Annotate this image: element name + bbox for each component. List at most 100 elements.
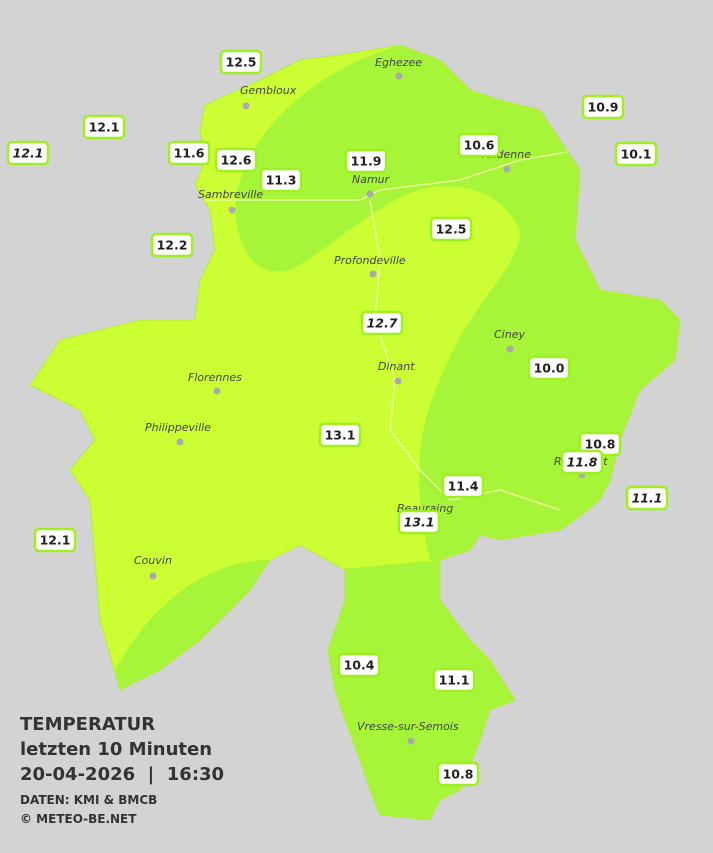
station-value: 12.5 (226, 55, 257, 70)
station-box (527, 355, 571, 381)
station-value: 10.1 (621, 147, 652, 162)
station: 12.1 (82, 114, 126, 140)
station-box (337, 652, 381, 678)
station: 13.1 (318, 422, 362, 448)
city-label: Namur (352, 173, 391, 186)
station-box (614, 141, 658, 167)
station-value: 11.3 (266, 173, 297, 188)
station-value: 13.1 (404, 515, 435, 530)
station-box (441, 473, 485, 499)
station-value: 10.0 (534, 361, 565, 376)
station-box (429, 216, 473, 242)
city-dot (506, 345, 514, 353)
station-box (150, 232, 194, 258)
station: 11.4 (441, 473, 485, 499)
city-dot (366, 190, 374, 198)
station-box (318, 422, 362, 448)
station: 12.5 (219, 49, 263, 75)
station-value: 11.9 (351, 154, 382, 169)
city-dot (213, 387, 221, 395)
station: 12.2 (150, 232, 194, 258)
city-dot (407, 737, 415, 745)
station-box (560, 449, 604, 475)
title: letzten 10 Minuten (20, 739, 212, 760)
title: 20-04-2026 | 16:30 (20, 764, 224, 785)
city-dot (369, 270, 377, 278)
station: 13.1 (397, 509, 441, 535)
river (200, 149, 581, 201)
city-label: Philippeville (145, 421, 211, 434)
station-box (33, 527, 77, 553)
station-value: 10.4 (344, 658, 375, 673)
station: 12.6 (214, 147, 258, 173)
credit: © METEO-BE.NET (20, 812, 137, 826)
city-label: Sambreville (198, 188, 263, 201)
city-dot (242, 102, 250, 110)
station-box (219, 49, 263, 75)
station-value: 10.8 (585, 437, 616, 452)
city-dot (176, 438, 184, 446)
station-box (625, 485, 669, 511)
station-value: 12.1 (89, 120, 120, 135)
station-box (167, 140, 211, 166)
station: 12.5 (429, 216, 473, 242)
station-box (436, 761, 480, 787)
station-box (457, 132, 501, 158)
title: TEMPERATUR (20, 714, 155, 735)
station: 10.8 (436, 761, 480, 787)
station: 11.8 (560, 449, 604, 475)
station-value: 11.1 (632, 491, 663, 506)
station: 11.1 (625, 485, 669, 511)
station: 10.0 (527, 355, 571, 381)
city-dot (394, 377, 402, 385)
station-box (432, 667, 476, 693)
city-dot (149, 572, 157, 580)
station-box (344, 148, 388, 174)
station-box (259, 167, 303, 193)
city-label: Gembloux (240, 84, 297, 97)
city-dot (228, 206, 236, 214)
city-label: Profondeville (334, 254, 406, 267)
station: 10.4 (337, 652, 381, 678)
station-value: 11.6 (174, 146, 205, 161)
station: 12.7 (360, 310, 404, 336)
station-value: 10.8 (443, 767, 474, 782)
station-value: 12.2 (157, 238, 188, 253)
credit: DATEN: KMI & BMCB (20, 793, 157, 807)
station: 10.1 (614, 141, 658, 167)
station-value: 11.8 (567, 455, 598, 470)
city-label: Vresse-sur-Semois (357, 720, 459, 733)
station: 11.1 (432, 667, 476, 693)
city-label: Eghezee (375, 56, 422, 69)
legend: TEMPERATUR letzten 10 Minuten 20-04-2026… (20, 714, 224, 826)
station-value: 11.4 (448, 479, 479, 494)
station-box (581, 94, 625, 120)
station: 10.9 (581, 94, 625, 120)
station: 11.3 (259, 167, 303, 193)
city-label: Dinant (378, 360, 415, 373)
station-box (82, 114, 126, 140)
station-value: 12.5 (436, 222, 467, 237)
city-label: Couvin (134, 554, 172, 567)
station-value: 10.9 (588, 100, 619, 115)
zone-cool (320, 560, 560, 820)
city-dot (395, 72, 403, 80)
city-label: Florennes (188, 371, 242, 384)
station-value: 10.6 (464, 138, 495, 153)
station-value: 11.1 (439, 673, 470, 688)
stations: 12.5 12.1 12.1 11.6 12.6 11.3 11.9 10.6 10.9 10.1… (6, 49, 669, 787)
station: 12.1 (6, 140, 50, 166)
station-box (397, 509, 441, 535)
station-value: 12.6 (221, 153, 252, 168)
station-box (360, 310, 404, 336)
station: 10.6 (457, 132, 501, 158)
station-value: 12.1 (40, 533, 71, 548)
city-label: Ciney (494, 328, 525, 341)
station-box (214, 147, 258, 173)
station: 11.6 (167, 140, 211, 166)
station: 12.1 (33, 527, 77, 553)
station-value: 13.1 (325, 428, 356, 443)
station-value: 12.7 (367, 316, 398, 331)
station: 11.9 (344, 148, 388, 174)
